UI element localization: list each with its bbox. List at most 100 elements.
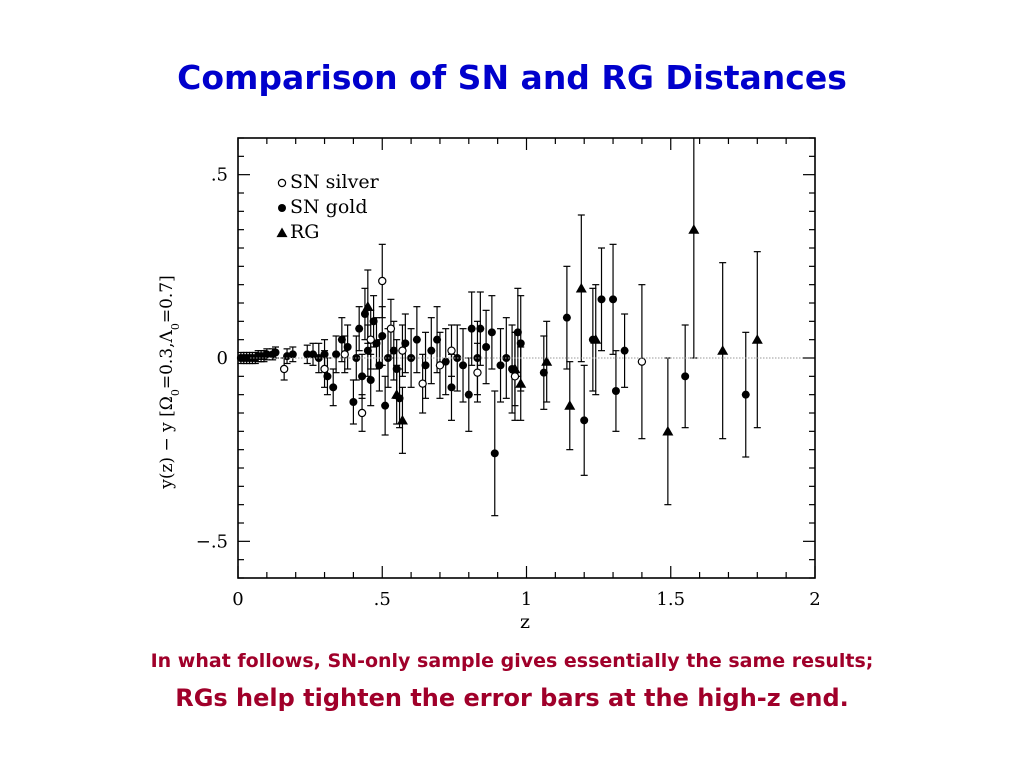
sn-gold-point	[490, 449, 499, 458]
sn-gold-point	[349, 398, 358, 406]
sn-gold-point	[427, 346, 436, 355]
sn-gold-point	[381, 401, 390, 410]
y-label-part-lambda: Λ	[157, 329, 177, 343]
sn-gold-point	[337, 335, 346, 344]
sn-gold-point	[487, 328, 496, 337]
rg-point	[391, 389, 403, 399]
x-tick-label: 2	[809, 589, 820, 610]
sn-gold-point	[389, 346, 398, 355]
sn-gold-point	[464, 390, 473, 399]
sn-gold-point	[323, 372, 332, 381]
plot-frame	[237, 137, 816, 579]
sn-gold-point	[513, 328, 522, 337]
sn-silver-point	[279, 364, 289, 374]
x-tick-label: 0	[232, 589, 243, 610]
sn-gold-point	[288, 350, 297, 359]
sn-gold-point	[343, 343, 352, 351]
error-bars	[237, 138, 761, 517]
slide-title: Comparison of SN and RG Distances	[177, 58, 847, 97]
rg-point	[396, 414, 408, 425]
x-axis-label: z	[520, 611, 530, 633]
rg-point	[564, 400, 576, 410]
legend-marker-sn-silver	[277, 178, 287, 188]
rg-point	[717, 345, 729, 355]
sn-gold-point	[741, 390, 750, 399]
sn-gold-point	[401, 339, 410, 348]
sn-silver-point	[386, 324, 396, 333]
sn-gold-point	[392, 365, 401, 373]
sn-gold-point	[360, 310, 369, 318]
sn-silver-point	[398, 346, 407, 355]
sn-gold-point	[447, 383, 456, 392]
y-label-part-omega-val: =0.3,	[157, 342, 177, 389]
y-label-part-lambda-val: =0.7]	[157, 275, 177, 323]
sn-gold-point	[421, 361, 430, 370]
distance-comparison-chart: 0 .5 1 1.5 2 −.5 0 .5 SN silver SN gold RG z y(z)…	[157, 137, 821, 633]
sn-silver-point	[473, 368, 482, 377]
sn-gold-point	[320, 350, 329, 359]
rg-point	[515, 378, 527, 388]
y-axis-label: y(z) − y [Ω0=0.3,Λ0=0.7]	[157, 275, 182, 490]
y-axis-label-text: y(z) − y [Ω0=0.3,Λ0=0.7]	[157, 275, 182, 490]
sn-gold-point	[539, 368, 548, 377]
legend-label-sn-silver: SN silver	[290, 171, 380, 193]
sn-silver-point	[435, 361, 445, 370]
sn-gold-point	[372, 339, 381, 348]
sn-gold-point	[363, 346, 372, 355]
sn-gold-point	[369, 317, 378, 326]
tick-labels: 0 .5 1 1.5 2 −.5 0 .5	[196, 165, 821, 610]
sn-silver-point	[340, 350, 349, 359]
y-tick-label: .5	[211, 165, 228, 186]
sn-gold-point	[358, 372, 367, 381]
sn-gold-point	[580, 416, 589, 425]
sn-gold-point	[375, 361, 384, 370]
caption-line-1: In what follows, SN-only sample gives es…	[150, 650, 874, 672]
legend-marker-rg	[276, 227, 288, 238]
sn-gold-point	[611, 387, 620, 395]
sn-gold-point	[609, 295, 618, 304]
sn-gold-point	[314, 354, 323, 362]
sn-silver-point	[378, 276, 387, 286]
rg-point	[590, 334, 602, 344]
rg-point	[509, 363, 521, 374]
data-markers	[236, 224, 763, 458]
y-tick-label: −.5	[196, 531, 228, 552]
sn-gold-point	[516, 339, 525, 348]
y-label-part-lambda-sub: 0	[169, 323, 182, 330]
sn-gold-point	[620, 346, 629, 355]
sn-gold-point	[467, 324, 476, 333]
sn-gold-point	[303, 350, 312, 359]
sn-gold-point	[681, 372, 690, 381]
sn-gold-point	[407, 354, 416, 362]
sn-gold-point	[412, 335, 421, 344]
legend-marker-sn-gold	[278, 204, 286, 212]
legend: SN silver SN gold RG	[276, 171, 380, 243]
sn-gold-point	[496, 361, 505, 370]
sn-gold-point	[562, 313, 571, 322]
rg-point	[662, 425, 674, 436]
sn-gold-point	[366, 376, 375, 384]
rg-point	[751, 334, 763, 344]
rg-point	[362, 301, 374, 311]
sn-gold-point	[329, 383, 338, 392]
x-tick-label: .5	[374, 589, 391, 610]
rg-point	[575, 282, 587, 293]
y-label-part-omega-sub: 0	[169, 389, 182, 396]
sn-gold-point	[309, 350, 318, 359]
sn-gold-point	[597, 295, 606, 304]
y-label-part-main: y(z) − y [	[157, 410, 177, 490]
y-label-part-omega: Ω	[157, 396, 177, 410]
sn-silver-point	[357, 408, 367, 418]
x-tick-label: 1	[521, 589, 532, 610]
sn-gold-point	[473, 354, 482, 362]
sn-gold-point	[482, 343, 491, 351]
sn-gold-point	[271, 348, 280, 357]
sn-gold-point	[262, 350, 271, 359]
caption-line-2: RGs help tighten the error bars at the h…	[175, 684, 849, 712]
sn-gold-point	[459, 361, 468, 370]
sn-gold-point	[378, 332, 387, 340]
sn-gold-point	[332, 350, 341, 359]
sn-gold-point	[441, 357, 450, 366]
sn-gold-point	[476, 324, 485, 333]
legend-label-sn-gold: SN gold	[290, 196, 368, 218]
